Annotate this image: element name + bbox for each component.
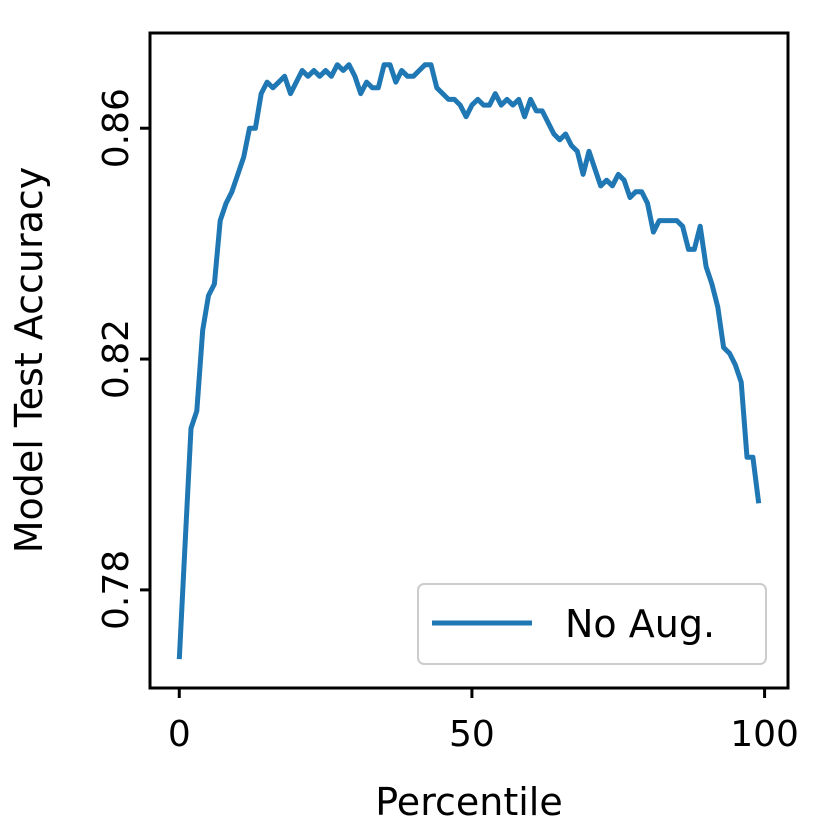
y-axis: 0.78 0.82 0.86 [96, 88, 150, 630]
y-axis-title: Model Test Accuracy [7, 167, 51, 554]
legend: No Aug. [417, 583, 767, 665]
plot-area [148, 31, 790, 690]
y-tick-label: 0.78 [96, 550, 137, 630]
legend-box [417, 583, 767, 665]
x-tick-label: 100 [730, 714, 799, 755]
y-tick-label: 0.86 [96, 88, 137, 168]
x-axis: 0 50 100 [168, 688, 799, 755]
series-layer [176, 62, 762, 660]
series-line [176, 62, 762, 660]
x-tick-label: 0 [168, 714, 191, 755]
x-tick-label: 50 [449, 714, 495, 755]
y-tick-label: 0.82 [96, 319, 137, 399]
legend-label: No Aug. [565, 602, 715, 646]
x-axis-title: Percentile [375, 780, 562, 824]
